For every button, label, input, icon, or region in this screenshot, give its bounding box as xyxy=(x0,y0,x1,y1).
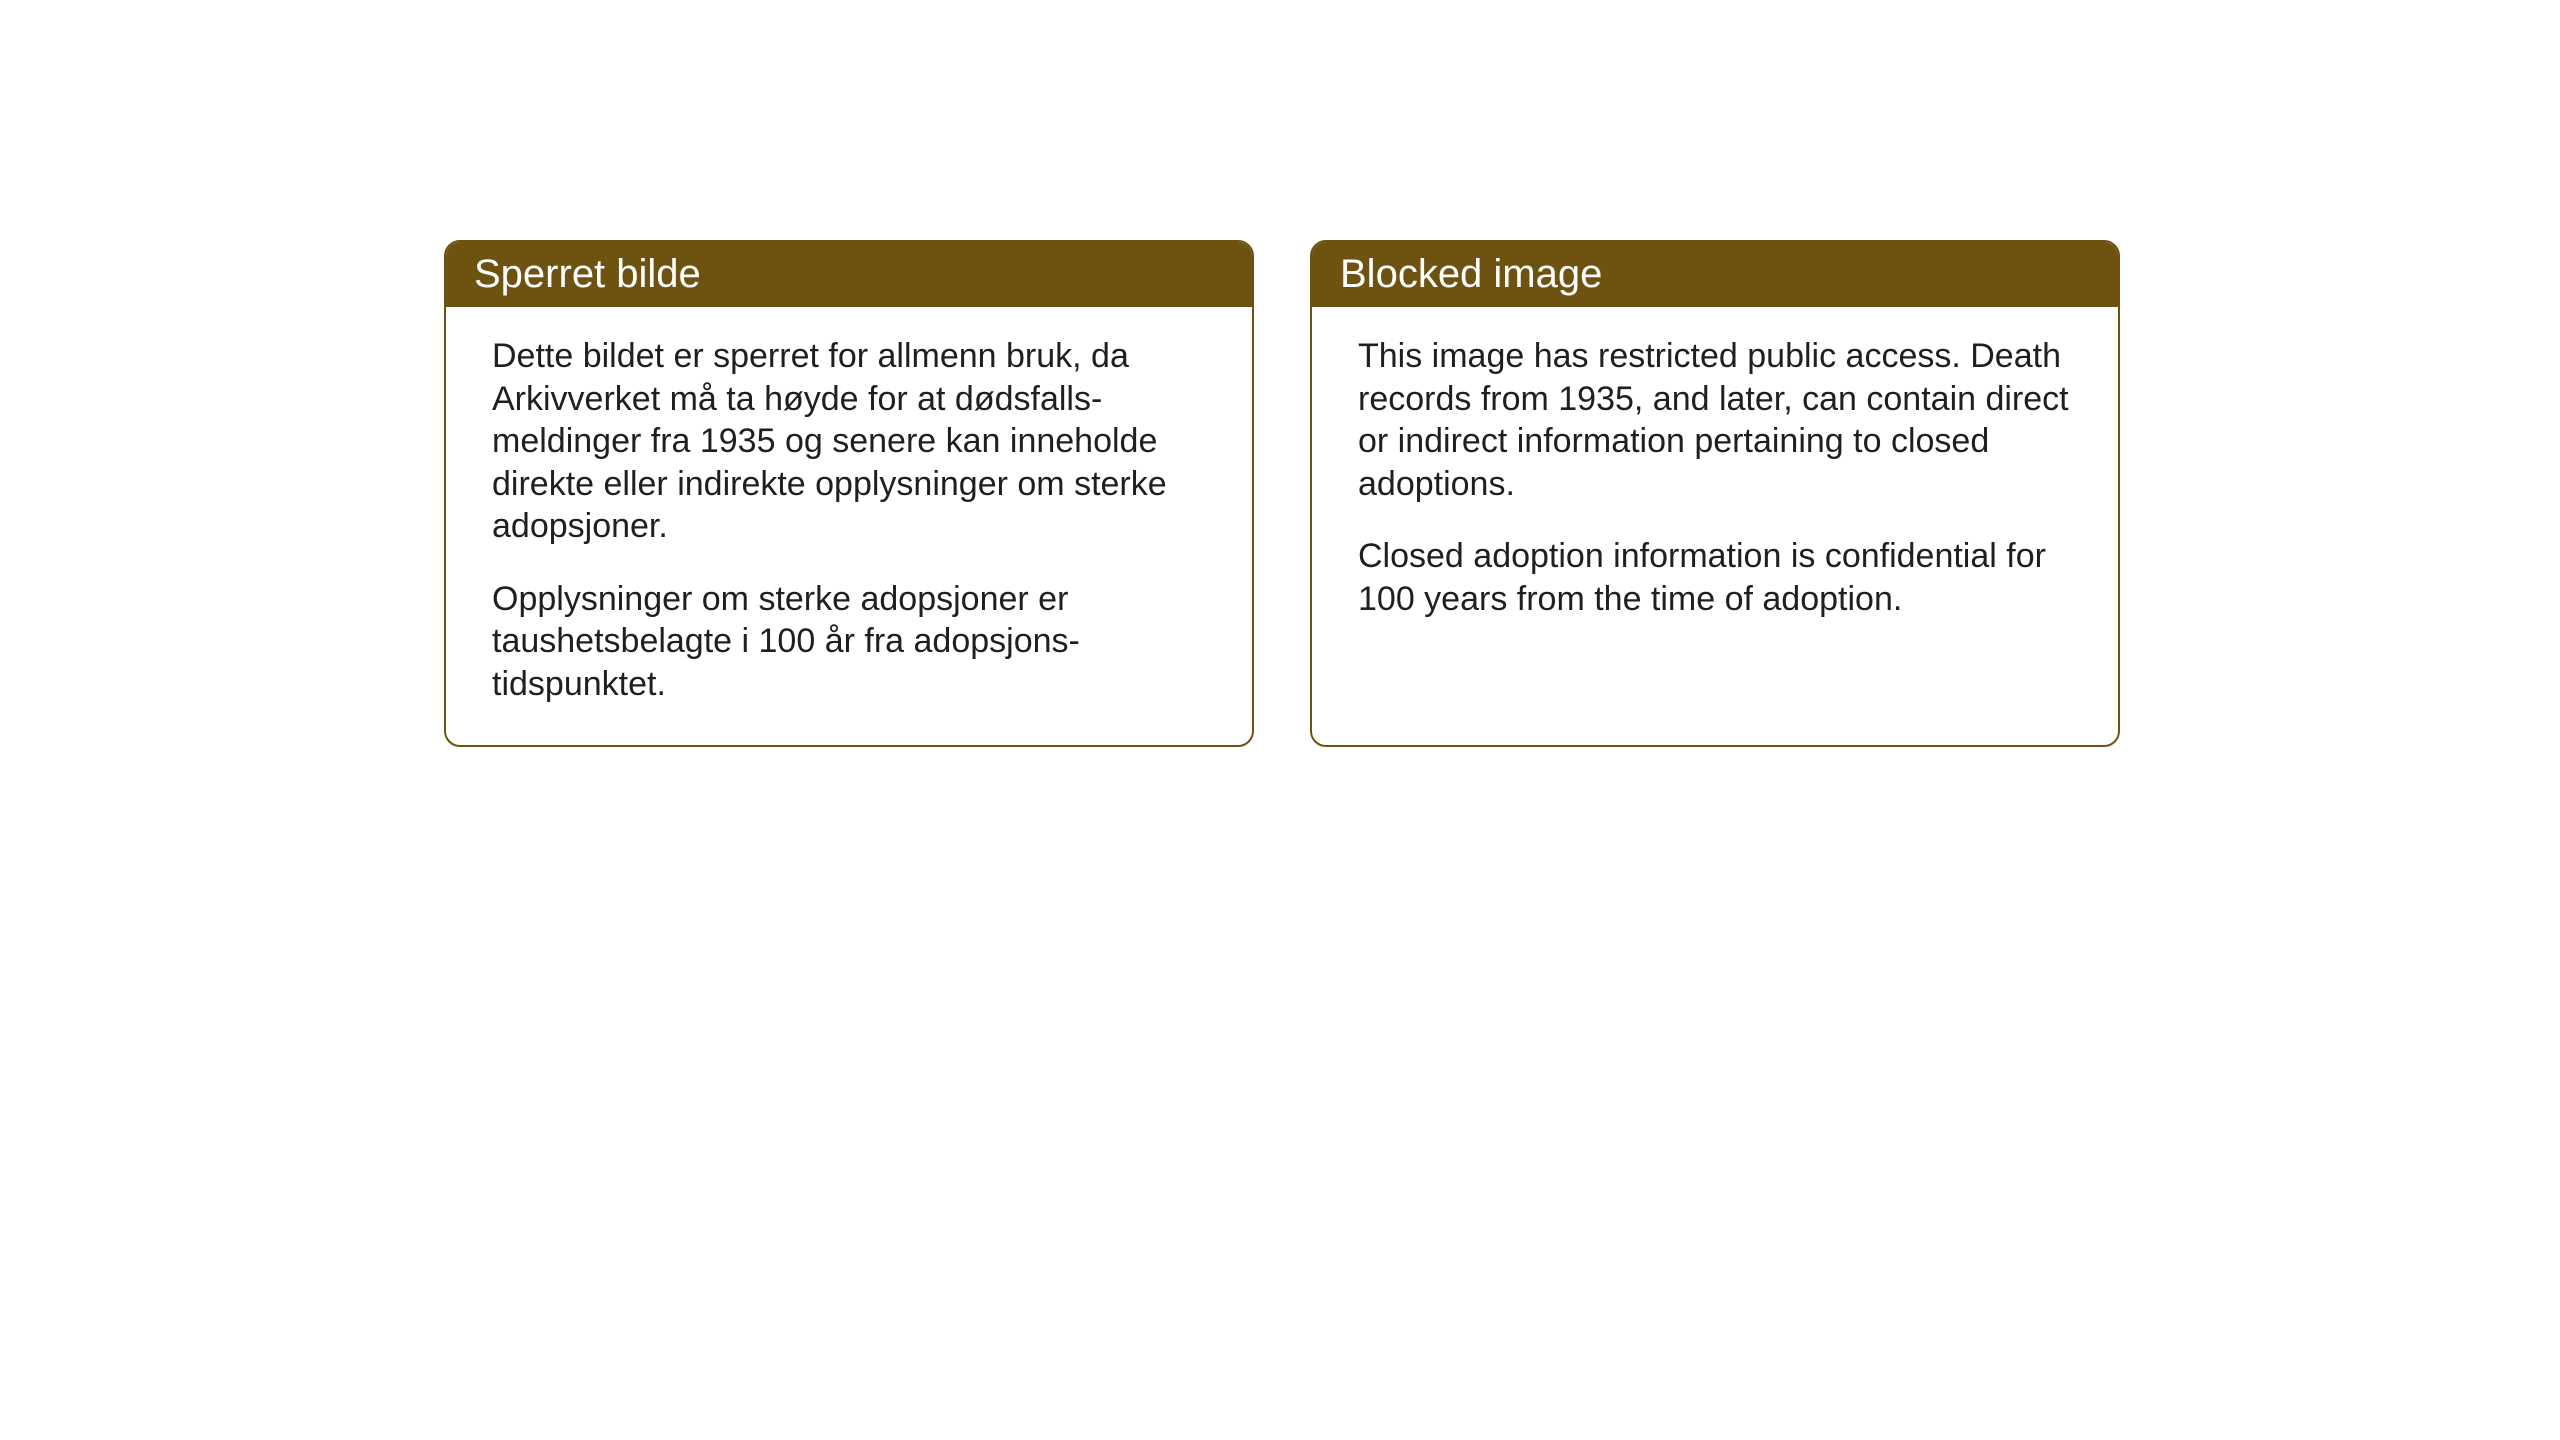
card-paragraph-1-english: This image has restricted public access.… xyxy=(1358,335,2072,505)
card-title-english: Blocked image xyxy=(1340,252,1602,296)
card-paragraph-1-norwegian: Dette bildet er sperret for allmenn bruk… xyxy=(492,335,1206,548)
notice-card-norwegian: Sperret bilde Dette bildet er sperret fo… xyxy=(444,240,1254,747)
card-body-norwegian: Dette bildet er sperret for allmenn bruk… xyxy=(446,307,1252,745)
card-title-norwegian: Sperret bilde xyxy=(474,252,701,296)
card-header-english: Blocked image xyxy=(1312,242,2118,307)
notice-card-english: Blocked image This image has restricted … xyxy=(1310,240,2120,747)
card-paragraph-2-english: Closed adoption information is confident… xyxy=(1358,535,2072,620)
card-body-english: This image has restricted public access.… xyxy=(1312,307,2118,660)
notice-cards-container: Sperret bilde Dette bildet er sperret fo… xyxy=(444,240,2120,747)
card-paragraph-2-norwegian: Opplysninger om sterke adopsjoner er tau… xyxy=(492,578,1206,706)
card-header-norwegian: Sperret bilde xyxy=(446,242,1252,307)
